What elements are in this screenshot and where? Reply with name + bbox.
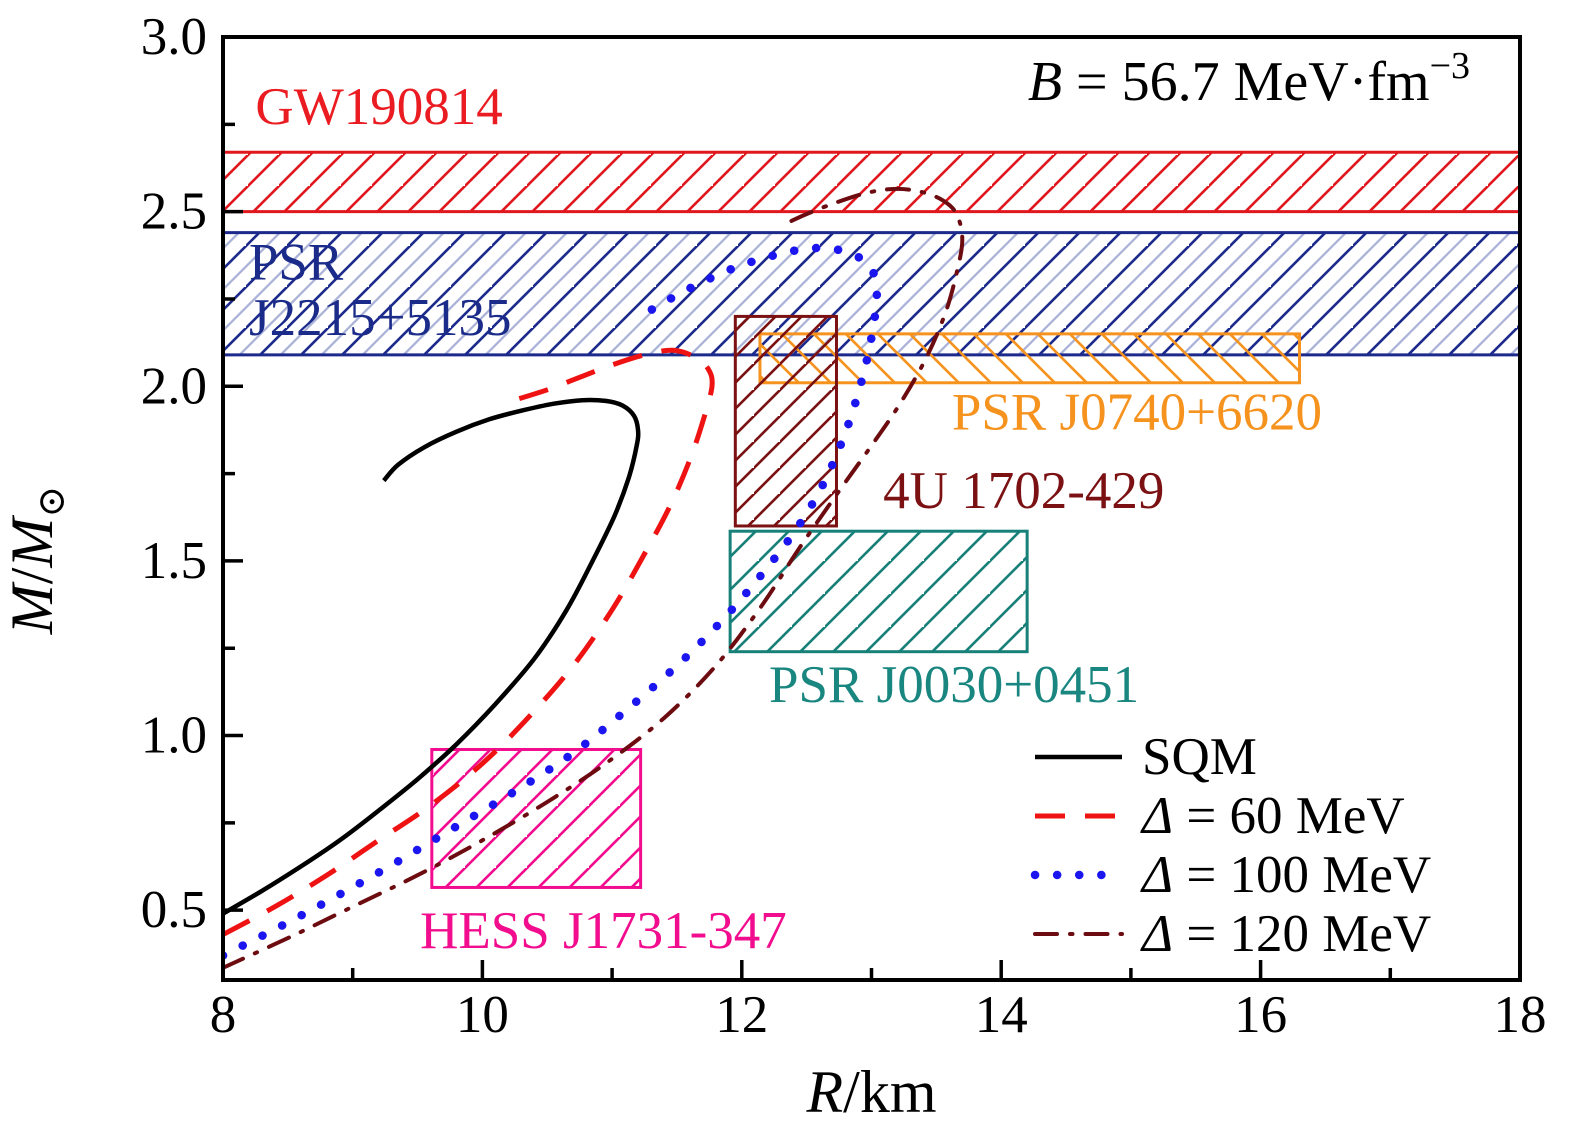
legend-label-delta120: Δ = 120 MeV <box>1140 905 1431 963</box>
x-tick-16: 16 <box>1234 986 1287 1044</box>
x-tick-12: 12 <box>715 986 768 1044</box>
mass-radius-curves <box>223 186 965 970</box>
legend-label-delta100: Δ = 100 MeV <box>1140 846 1431 904</box>
y-tick-2.5: 2.5 <box>141 183 207 241</box>
label-hess-j1731-347: HESS J1731-347 <box>420 902 787 960</box>
legend-item-delta120: Δ = 120 MeV <box>1033 905 1431 963</box>
x-tick-18: 18 <box>1494 986 1547 1044</box>
region-hess-j1731-347 <box>430 747 643 889</box>
axes <box>221 35 1522 982</box>
x-tick-8: 8 <box>210 986 237 1044</box>
region-psr-j0030-0451-border <box>728 529 1029 654</box>
region-psr-j0740-6620 <box>758 332 1302 385</box>
region-psr-j0030-0451 <box>728 529 1029 654</box>
curve-delta100 <box>223 243 882 960</box>
y-tick-3.0: 3.0 <box>141 8 207 66</box>
x-tick-10: 10 <box>456 986 509 1044</box>
region-hess-j1731-347-hatch <box>431 749 641 888</box>
tick-marks <box>221 35 1522 980</box>
label-psr-j2215-5135: PSR <box>249 233 344 291</box>
legend-item-sqm: SQM <box>1035 728 1257 786</box>
label-psr-j2215-5135-line2: J2215+5135 <box>249 289 512 347</box>
legend-label-sqm: SQM <box>1142 728 1257 786</box>
y-tick-0.5: 0.5 <box>141 881 207 939</box>
label-gw190814: GW190814 <box>255 78 502 136</box>
region-psr-j0030-0451-hatch <box>730 531 1028 652</box>
y-tick-1.5: 1.5 <box>141 532 207 590</box>
region-gw190814 <box>223 150 1520 214</box>
label-psr-j0030-0451: PSR J0030+0451 <box>769 656 1139 714</box>
region-gw190814-hatch <box>223 152 1520 212</box>
legend-item-delta100: Δ = 100 MeV <box>1030 846 1431 904</box>
curve-sqm <box>223 397 641 916</box>
label-psr-j0740-6620: PSR J0740+6620 <box>952 383 1322 441</box>
region-4u-1702-429 <box>733 314 838 528</box>
legend-label-delta60: Δ = 60 MeV <box>1140 787 1405 845</box>
y-axis-title: M/M⊙ <box>0 486 73 635</box>
bag-constant-annotation: B = 56.7 MeV·fm−3 <box>1028 45 1470 113</box>
y-tick-2.0: 2.0 <box>141 357 207 415</box>
curve-delta60 <box>223 347 715 937</box>
region-4u-1702-429-border <box>733 314 838 528</box>
region-psr-j0740-6620-hatch <box>759 333 1300 383</box>
label-4u-1702-429: 4U 1702-429 <box>883 462 1164 520</box>
region-gw190814-edges <box>223 150 1520 214</box>
region-hess-j1731-347-border <box>430 747 643 889</box>
legend-item-delta60: Δ = 60 MeV <box>1035 787 1405 845</box>
region-4u-1702-429-hatch <box>735 316 837 526</box>
x-tick-14: 14 <box>975 986 1028 1044</box>
curve-delta120 <box>223 186 965 970</box>
tick-labels: 8 10 12 14 16 18 0.5 1.0 1.5 2.0 2.5 3.0 <box>141 8 1547 1044</box>
x-axis-title: R/km <box>806 1059 937 1125</box>
y-tick-1.0: 1.0 <box>141 707 207 765</box>
